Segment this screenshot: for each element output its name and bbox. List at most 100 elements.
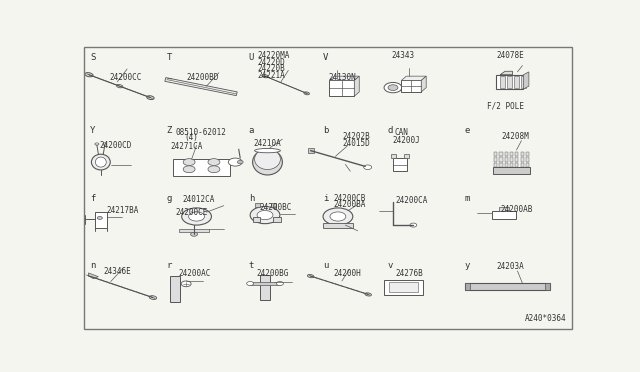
Circle shape — [276, 282, 284, 286]
Polygon shape — [355, 76, 359, 96]
Circle shape — [364, 165, 372, 170]
Bar — [521, 76, 526, 87]
Circle shape — [410, 223, 417, 227]
Text: u: u — [323, 261, 328, 270]
Bar — [494, 157, 497, 161]
Bar — [494, 152, 497, 156]
Text: 08510-62012: 08510-62012 — [175, 128, 226, 137]
Text: 24200CE: 24200CE — [176, 208, 208, 217]
Bar — [95, 212, 108, 228]
Text: 24200AC: 24200AC — [178, 269, 211, 279]
Circle shape — [189, 212, 205, 221]
Text: 24200J: 24200J — [392, 136, 420, 145]
Text: U: U — [249, 53, 254, 62]
Text: 24015D: 24015D — [343, 139, 371, 148]
Text: 24200CB: 24200CB — [333, 194, 365, 203]
Circle shape — [330, 212, 346, 221]
Bar — [499, 207, 509, 211]
Text: V: V — [323, 53, 328, 62]
Bar — [496, 75, 524, 89]
Bar — [271, 203, 276, 207]
Text: 24220MA: 24220MA — [257, 51, 290, 60]
Text: 24200AB: 24200AB — [500, 205, 533, 214]
Text: h: h — [249, 193, 254, 203]
Bar — [504, 163, 508, 167]
Bar — [499, 157, 502, 161]
Text: S: S — [90, 53, 95, 62]
Bar — [504, 157, 508, 161]
Ellipse shape — [365, 293, 371, 296]
Text: 24343: 24343 — [392, 51, 415, 60]
Text: 24200CA: 24200CA — [395, 196, 428, 205]
Ellipse shape — [84, 73, 93, 77]
Text: 24203A: 24203A — [497, 262, 524, 271]
Circle shape — [208, 166, 220, 173]
Bar — [493, 167, 530, 174]
Polygon shape — [524, 72, 529, 89]
Bar — [391, 154, 396, 158]
Polygon shape — [500, 71, 513, 75]
Circle shape — [181, 281, 191, 287]
Circle shape — [257, 211, 273, 219]
Bar — [393, 158, 407, 171]
Text: g: g — [167, 193, 172, 203]
Bar — [308, 148, 314, 154]
Bar — [465, 283, 470, 290]
Bar — [520, 157, 524, 161]
Text: m: m — [465, 193, 470, 203]
Ellipse shape — [92, 154, 110, 170]
Bar — [510, 152, 513, 156]
Text: 24200CC: 24200CC — [110, 73, 142, 82]
Text: 24200BA: 24200BA — [333, 200, 365, 209]
Bar — [388, 282, 419, 292]
Bar — [250, 282, 280, 285]
Bar — [179, 229, 209, 232]
Circle shape — [323, 208, 353, 225]
Bar — [500, 76, 505, 87]
Bar — [253, 217, 260, 222]
Text: r: r — [167, 261, 172, 270]
Text: n: n — [90, 261, 95, 270]
Polygon shape — [165, 78, 237, 96]
Bar — [526, 152, 529, 156]
Circle shape — [246, 282, 253, 286]
Bar — [323, 223, 353, 228]
Ellipse shape — [253, 149, 282, 175]
Circle shape — [95, 143, 99, 145]
Bar — [260, 275, 270, 301]
Bar — [170, 276, 180, 302]
Text: f: f — [90, 193, 95, 203]
Bar — [515, 163, 518, 167]
Ellipse shape — [255, 149, 280, 170]
Text: y: y — [465, 261, 470, 270]
Text: 24221A: 24221A — [257, 71, 285, 80]
Circle shape — [388, 85, 398, 90]
Text: b: b — [323, 126, 328, 135]
Ellipse shape — [262, 74, 268, 78]
Bar — [465, 283, 550, 290]
Circle shape — [237, 160, 243, 164]
Text: 24130N: 24130N — [328, 73, 356, 82]
Ellipse shape — [304, 92, 309, 95]
Polygon shape — [330, 76, 359, 80]
Text: Z: Z — [167, 126, 172, 135]
Text: 24276B: 24276B — [395, 269, 422, 278]
Text: F/2 POLE: F/2 POLE — [486, 102, 524, 111]
Text: 24200BC: 24200BC — [260, 203, 292, 212]
Circle shape — [183, 166, 195, 173]
Circle shape — [228, 158, 242, 166]
Text: 24202B: 24202B — [343, 132, 371, 141]
Bar — [515, 157, 518, 161]
Bar — [520, 152, 524, 156]
Text: (4): (4) — [184, 133, 198, 142]
Text: 24220D: 24220D — [257, 58, 285, 67]
Circle shape — [384, 83, 402, 93]
Polygon shape — [421, 76, 426, 92]
Ellipse shape — [255, 148, 280, 153]
Text: T: T — [167, 53, 172, 62]
Bar — [520, 163, 524, 167]
Text: 24271CA: 24271CA — [171, 142, 203, 151]
Bar — [255, 203, 260, 207]
Bar — [515, 152, 518, 156]
Bar — [383, 279, 423, 295]
